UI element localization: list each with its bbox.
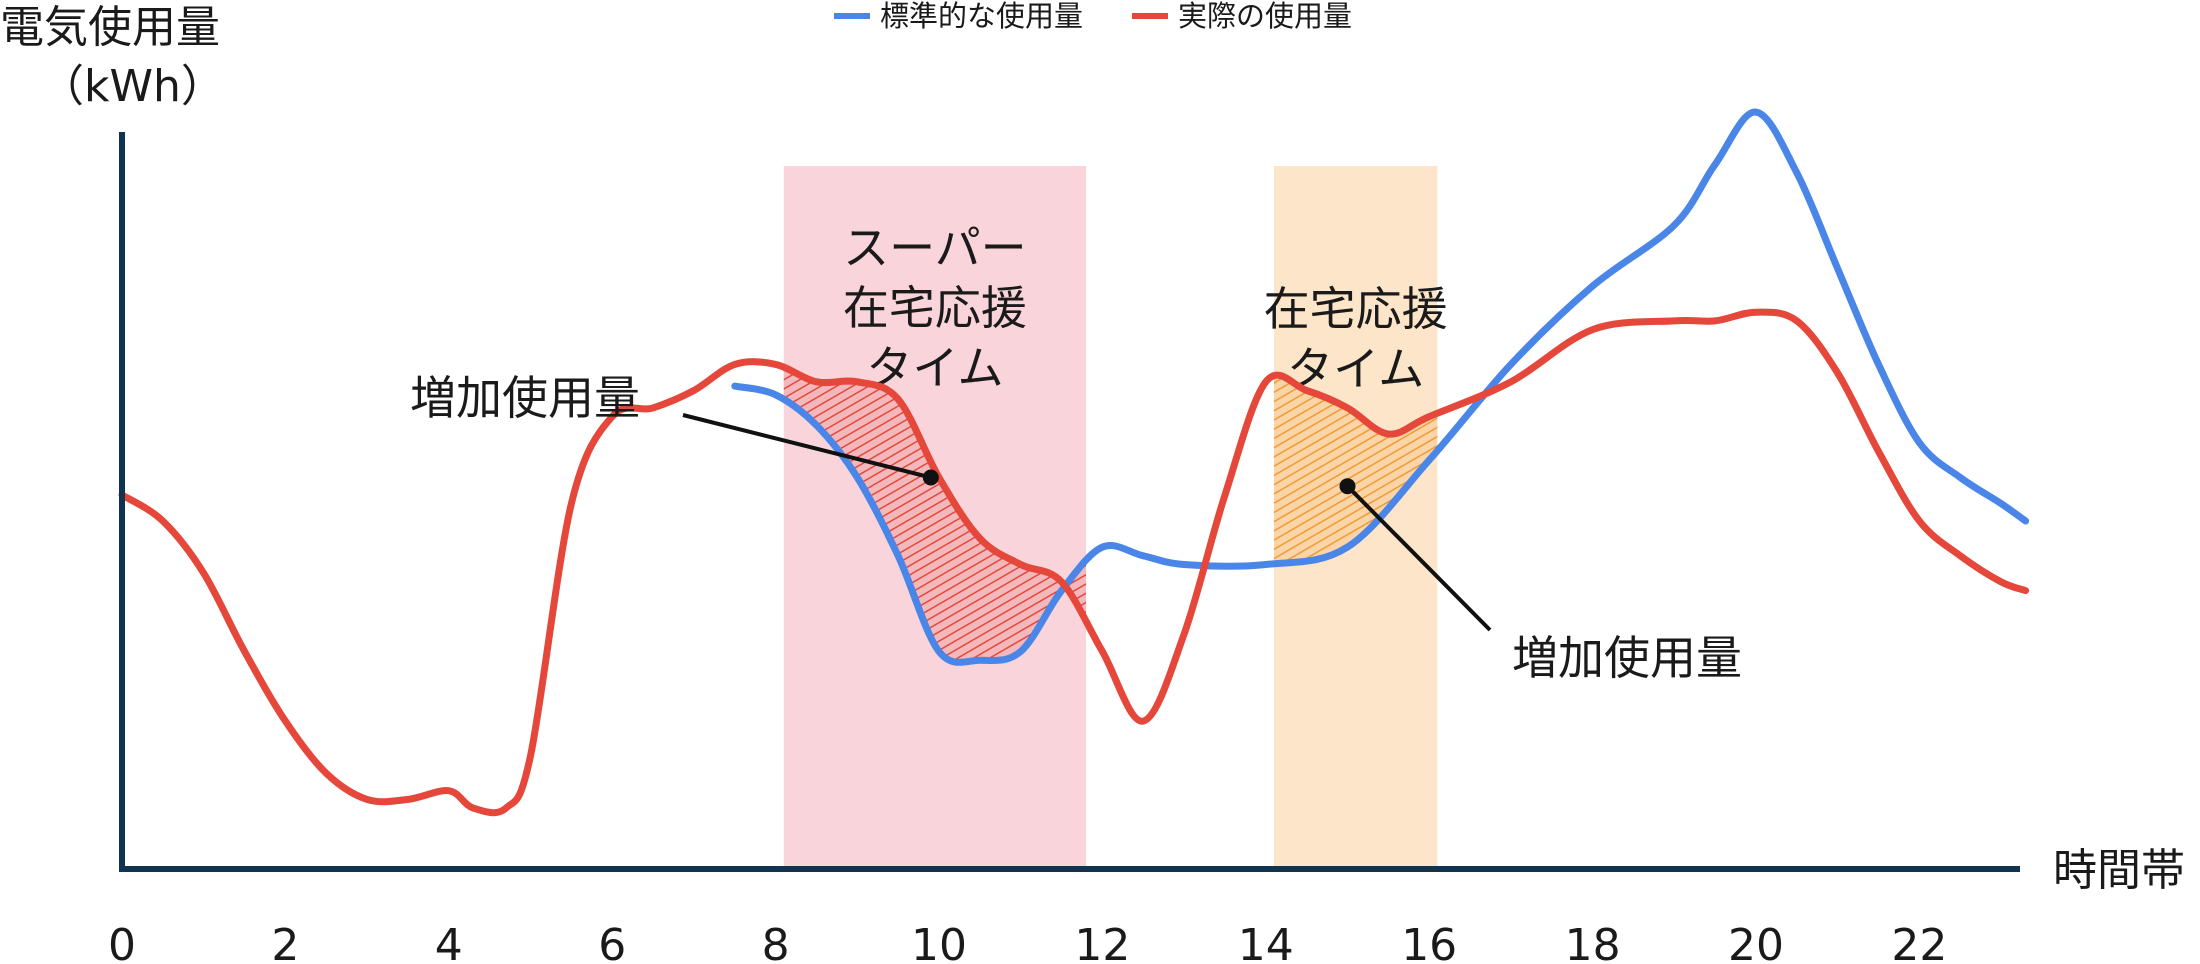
band-label-line: 在宅応援 <box>1264 282 1448 336</box>
increase-fill-layer <box>783 367 1438 663</box>
annotation-label-2: 増加使用量 <box>1512 631 1742 685</box>
x-tick-label: 0 <box>108 920 136 964</box>
x-ticks: 0 2 4 6 8 10 12 14 16 18 20 22 <box>108 920 1947 964</box>
band-label-line: 在宅応援 <box>843 281 1027 335</box>
legend-entry: 標準的な使用量 <box>880 0 1083 33</box>
legend-entry: 実際の使用量 <box>1178 0 1352 33</box>
actual-usage-line <box>118 308 2030 817</box>
annotation-label-1: 増加使用量 <box>410 371 640 425</box>
x-tick-label: 8 <box>762 920 790 964</box>
x-tick-label: 16 <box>1401 920 1457 964</box>
y-axis-label: 電気使用量 <box>0 2 220 53</box>
band-label-line: スーパー <box>843 221 1027 275</box>
x-tick-label: 2 <box>271 920 299 964</box>
increase-area-2 <box>1273 375 1438 564</box>
annotation-leader-1 <box>682 413 932 480</box>
y-axis-unit: （kWh） <box>40 61 225 112</box>
legend: 標準的な使用量 実際の使用量 <box>834 0 1352 33</box>
series-lines-layer <box>118 108 2030 817</box>
x-tick-label: 10 <box>911 920 967 964</box>
x-axis-label: 時間帯 <box>2053 845 2185 896</box>
x-tick-label: 4 <box>435 920 463 964</box>
increase-area-1 <box>783 367 1087 663</box>
band-label-line: タイム <box>866 341 1003 395</box>
x-tick-label: 14 <box>1238 920 1294 964</box>
band-label-line: タイム <box>1287 342 1424 396</box>
x-tick-label: 6 <box>598 920 626 964</box>
annotation-dot-1 <box>922 469 939 486</box>
x-tick-label: 12 <box>1074 920 1130 964</box>
annotation-dot-2 <box>1339 478 1356 495</box>
annotation-leader-2 <box>1346 484 1492 632</box>
x-tick-label: 20 <box>1728 920 1784 964</box>
x-tick-label: 22 <box>1891 920 1947 964</box>
standard-usage-line <box>731 108 2030 666</box>
x-tick-label: 18 <box>1565 920 1621 964</box>
